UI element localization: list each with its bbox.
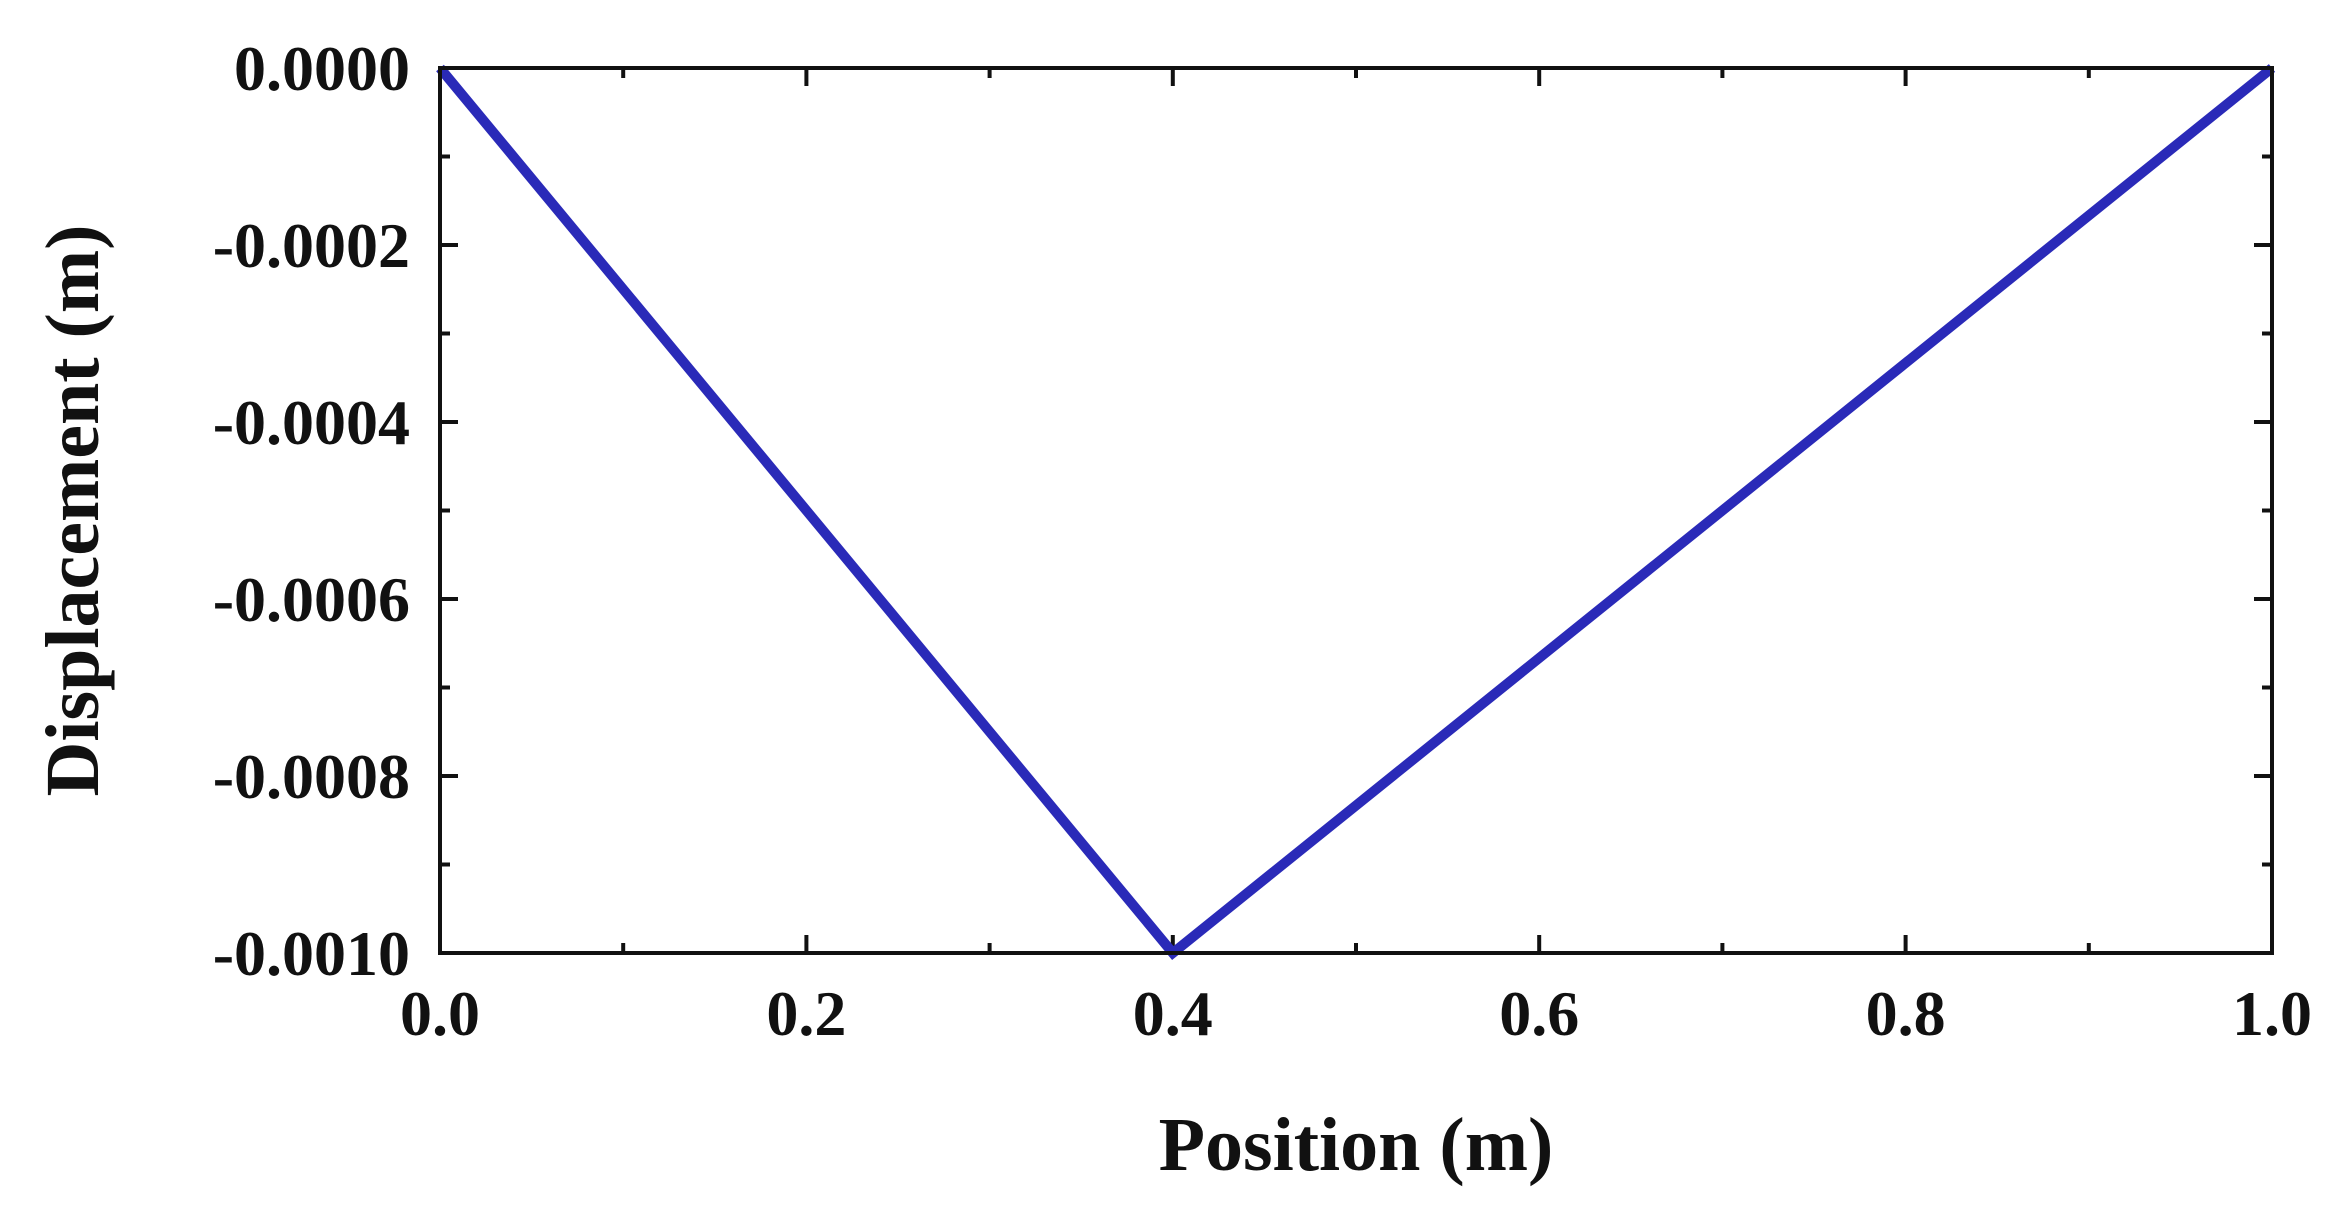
y-tick-label: 0.0000: [234, 33, 410, 104]
x-tick-label: 0.4: [1133, 978, 1213, 1049]
x-tick-labels: 0.0 0.2 0.4 0.6 0.8 1.0: [400, 978, 2312, 1049]
series-layer: [436, 64, 2276, 960]
y-tick-labels: 0.0000 -0.0002 -0.0004 -0.0006 -0.0008 -0.001…: [213, 33, 410, 989]
x-tick-label: 1.0: [2232, 978, 2312, 1049]
x-tick-label: 0.0: [400, 978, 480, 1049]
x-tick-label: 0.6: [1499, 978, 1579, 1049]
x-tick-label: 0.2: [766, 978, 846, 1049]
y-tick-label: -0.0006: [213, 564, 410, 635]
ticks-layer: [438, 66, 2274, 955]
y-tick-label: -0.0008: [213, 741, 410, 812]
x-tick-label: 0.8: [1866, 978, 1946, 1049]
x-axis-title: Position (m): [1159, 1103, 1554, 1187]
y-axis-title: Displacement (m): [31, 225, 115, 797]
plot-frame: [438, 66, 2274, 955]
y-tick-label: -0.0002: [213, 210, 410, 281]
y-tick-label: -0.0010: [213, 918, 410, 989]
series-line: [436, 64, 2276, 960]
y-tick-label: -0.0004: [213, 387, 410, 458]
